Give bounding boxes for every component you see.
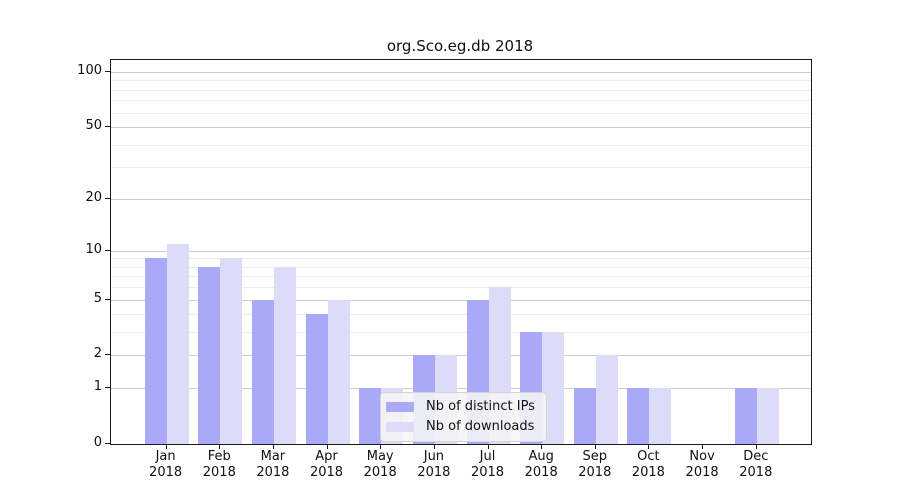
x-tick-label-aug: Aug 2018 bbox=[524, 449, 558, 480]
gridline-major-20 bbox=[111, 198, 811, 200]
bar-downloads-dec bbox=[756, 388, 779, 444]
y-tick-label-50: 50 bbox=[85, 118, 102, 134]
legend-label-distinct-ips: Nb of distinct IPs bbox=[426, 399, 535, 414]
legend-item-downloads: Nb of downloads bbox=[386, 418, 535, 435]
x-tick-label-apr: Apr 2018 bbox=[309, 449, 344, 480]
bar-downloads-jan bbox=[166, 243, 189, 444]
bar-downloads-mar bbox=[273, 266, 296, 444]
x-tick-label-jul: Jul 2018 bbox=[470, 449, 505, 480]
y-tick-mark-2 bbox=[105, 354, 110, 356]
x-tick-mark-nov bbox=[702, 444, 704, 449]
gridline-minor-80 bbox=[111, 89, 811, 91]
y-tick-label-10: 10 bbox=[85, 241, 102, 257]
bar-downloads-apr bbox=[327, 299, 350, 444]
x-tick-label-feb: Feb 2018 bbox=[202, 449, 236, 480]
gridline-major-50 bbox=[111, 127, 811, 129]
gridline-minor-3 bbox=[111, 332, 811, 334]
y-tick-label-5: 5 bbox=[93, 290, 102, 306]
gridline-minor-70 bbox=[111, 100, 811, 102]
bar-downloads-aug bbox=[542, 332, 565, 444]
gridline-major-100 bbox=[111, 72, 811, 73]
x-tick-mark-apr bbox=[326, 444, 328, 449]
y-tick-mark-1 bbox=[105, 387, 110, 389]
y-tick-label-100: 100 bbox=[77, 63, 102, 78]
y-tick-mark-10 bbox=[105, 249, 110, 251]
gridline-major-1 bbox=[111, 388, 811, 390]
x-tick-label-jan: Jan 2018 bbox=[149, 449, 183, 480]
bar-distinct-ips-feb bbox=[198, 266, 221, 444]
bar-downloads-feb bbox=[220, 258, 243, 444]
bar-distinct-ips-may bbox=[359, 388, 382, 444]
bar-downloads-oct bbox=[649, 388, 672, 444]
x-tick-label-dec: Dec 2018 bbox=[739, 449, 773, 480]
legend-label-downloads: Nb of downloads bbox=[426, 419, 535, 434]
gridline-minor-8 bbox=[111, 266, 811, 268]
gridline-major-2 bbox=[111, 355, 811, 357]
y-tick-label-2: 2 bbox=[93, 346, 102, 362]
plot-area bbox=[110, 59, 812, 445]
x-tick-mark-may bbox=[380, 444, 382, 449]
x-tick-mark-jul bbox=[487, 444, 489, 449]
x-tick-mark-oct bbox=[648, 444, 650, 449]
chart-title: org.Sco.eg.db 2018 bbox=[386, 37, 534, 55]
gridline-minor-4 bbox=[111, 314, 811, 316]
legend-item-distinct-ips: Nb of distinct IPs bbox=[386, 398, 535, 415]
bar-distinct-ips-jan bbox=[144, 258, 167, 444]
x-tick-label-sep: Sep 2018 bbox=[578, 449, 612, 480]
x-tick-mark-sep bbox=[594, 444, 596, 449]
gridline-minor-6 bbox=[111, 287, 811, 289]
gridline-minor-90 bbox=[111, 80, 811, 82]
y-tick-mark-50 bbox=[105, 126, 110, 128]
x-tick-mark-feb bbox=[219, 444, 221, 449]
bar-distinct-ips-mar bbox=[251, 299, 274, 444]
x-tick-label-jun: Jun 2018 bbox=[417, 449, 451, 480]
y-tick-mark-20 bbox=[105, 197, 110, 199]
x-tick-mark-mar bbox=[272, 444, 274, 449]
gridline-minor-40 bbox=[111, 144, 811, 146]
x-tick-label-nov: Nov 2018 bbox=[685, 449, 719, 480]
x-tick-mark-jun bbox=[433, 444, 435, 449]
x-tick-mark-jan bbox=[165, 444, 167, 449]
gridline-minor-9 bbox=[111, 258, 811, 260]
x-tick-mark-dec bbox=[755, 444, 757, 449]
gridline-minor-7 bbox=[111, 276, 811, 278]
gridline-major-10 bbox=[111, 250, 811, 252]
y-tick-mark-100 bbox=[105, 71, 110, 72]
x-tick-label-oct: Oct 2018 bbox=[631, 449, 665, 480]
legend-swatch-distinct-ips bbox=[386, 401, 414, 412]
y-tick-label-0: 0 bbox=[93, 435, 102, 450]
y-tick-mark-0 bbox=[105, 443, 110, 444]
gridline-minor-30 bbox=[111, 167, 811, 169]
y-tick-label-1: 1 bbox=[93, 379, 102, 395]
legend-swatch-downloads bbox=[386, 421, 414, 432]
gridline-major-5 bbox=[111, 299, 811, 301]
y-tick-mark-5 bbox=[105, 298, 110, 300]
bar-distinct-ips-apr bbox=[305, 314, 328, 444]
gridline-minor-60 bbox=[111, 112, 811, 114]
legend: Nb of distinct IPs Nb of downloads bbox=[380, 392, 547, 442]
y-tick-label-20: 20 bbox=[85, 189, 102, 205]
bar-distinct-ips-dec bbox=[734, 388, 757, 444]
bar-distinct-ips-sep bbox=[573, 388, 596, 444]
x-tick-label-mar: Mar 2018 bbox=[256, 449, 290, 480]
bar-downloads-sep bbox=[595, 355, 618, 444]
bar-distinct-ips-oct bbox=[627, 388, 650, 444]
x-tick-label-may: May 2018 bbox=[363, 449, 397, 480]
x-tick-mark-aug bbox=[541, 444, 543, 449]
